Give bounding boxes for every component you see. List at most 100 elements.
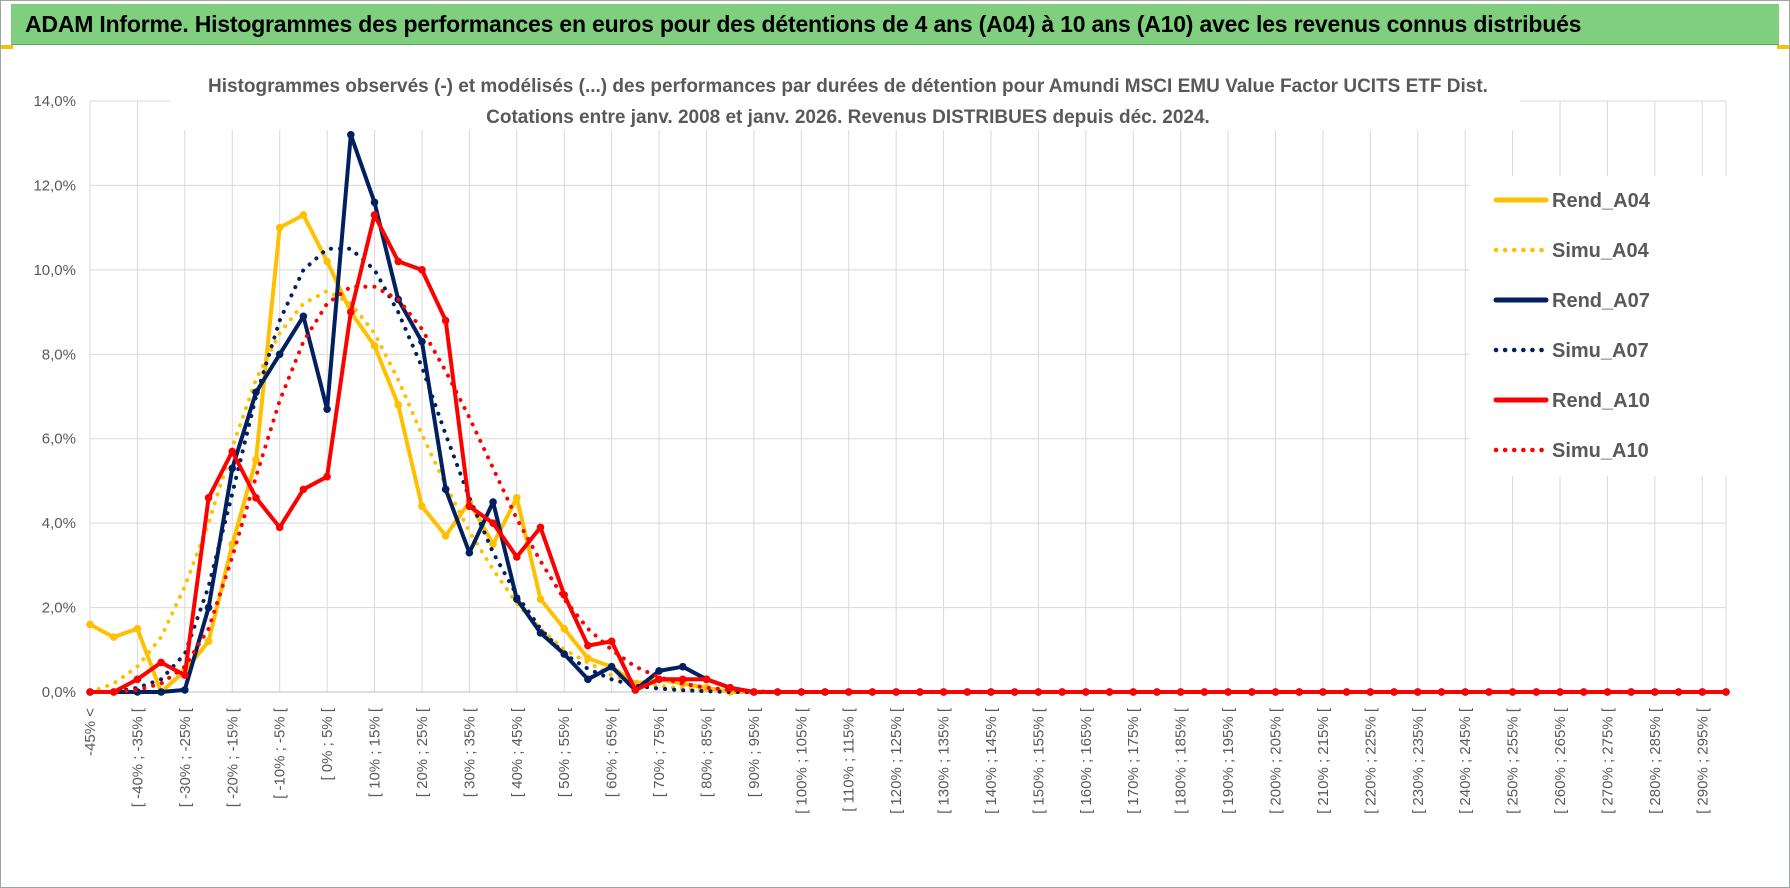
data-point-rend-a10 bbox=[1437, 688, 1446, 696]
x-tick-label: [ 30% ; 35% [ bbox=[461, 707, 478, 797]
series-line-simu-a10 bbox=[88, 284, 1728, 694]
data-point-rend-a10 bbox=[347, 308, 355, 316]
data-point-rend-a10 bbox=[228, 447, 237, 456]
data-point-rend-a04 bbox=[133, 624, 142, 633]
y-tick-label: 2,0% bbox=[42, 600, 76, 617]
x-tick-label: [ 0% ; 5% [ bbox=[319, 707, 336, 780]
data-point-rend-a10 bbox=[441, 316, 450, 325]
x-tick-label: [ 170% ; 175% [ bbox=[1125, 707, 1142, 814]
x-tick-label: [ 230% ; 235% [ bbox=[1410, 707, 1427, 814]
data-point-rend-a04 bbox=[512, 494, 521, 502]
data-point-rend-a10 bbox=[1010, 688, 1019, 696]
data-point-rend-a04 bbox=[86, 620, 94, 629]
data-point-rend-a10 bbox=[1627, 688, 1635, 696]
y-tick-label: 0,0% bbox=[42, 684, 76, 701]
x-tick-label: [ -20% ; -15% [ bbox=[224, 707, 241, 807]
data-point-rend-a10 bbox=[1508, 688, 1517, 696]
x-tick-label: [ -30% ; -25% [ bbox=[177, 707, 194, 807]
chart-title-block: Histogrammes observés (-) et modélisés (… bbox=[170, 66, 1520, 130]
chart-title: Histogrammes observés (-) et modélisés (… bbox=[208, 76, 1488, 97]
banner-corner-left bbox=[1, 45, 13, 49]
data-point-rend-a10 bbox=[1271, 688, 1280, 696]
data-point-rend-a10 bbox=[109, 688, 118, 696]
y-tick-label: 8,0% bbox=[42, 346, 76, 363]
data-point-rend-a10 bbox=[1200, 688, 1209, 696]
grid-layer bbox=[89, 100, 1727, 693]
x-tick-label: [ -40% ; -35% [ bbox=[129, 707, 146, 807]
x-tick-label: [ 200% ; 205% [ bbox=[1268, 707, 1285, 814]
data-point-rend-a10 bbox=[1390, 688, 1398, 696]
data-point-rend-a10 bbox=[1722, 688, 1730, 696]
data-point-rend-a07 bbox=[678, 662, 687, 671]
data-point-rend-a10 bbox=[1319, 688, 1327, 696]
data-point-rend-a10 bbox=[181, 671, 189, 679]
legend-label: Rend_A04 bbox=[1552, 190, 1651, 212]
data-point-rend-a04 bbox=[204, 637, 213, 646]
data-point-rend-a07 bbox=[536, 629, 545, 637]
data-point-rend-a10 bbox=[584, 641, 592, 650]
data-point-rend-a10 bbox=[275, 523, 284, 532]
data-point-rend-a07 bbox=[465, 548, 474, 557]
x-tick-label: [ 50% ; 55% [ bbox=[556, 707, 573, 797]
data-point-rend-a07 bbox=[181, 686, 189, 694]
x-tick-label: [ 130% ; 135% [ bbox=[936, 707, 953, 814]
data-point-rend-a10 bbox=[204, 494, 213, 502]
data-point-rend-a10 bbox=[678, 675, 687, 684]
data-point-rend-a07 bbox=[347, 130, 355, 139]
data-point-rend-a10 bbox=[892, 688, 900, 696]
data-point-rend-a10 bbox=[512, 553, 521, 561]
data-point-rend-a10 bbox=[1129, 688, 1138, 696]
x-tick-label: [ 250% ; 255% [ bbox=[1505, 707, 1522, 814]
y-tick-label: 4,0% bbox=[42, 515, 76, 532]
x-tick-label: [ 10% ; 15% [ bbox=[367, 707, 384, 797]
data-point-rend-a10 bbox=[157, 658, 165, 667]
data-point-rend-a07 bbox=[204, 603, 213, 612]
data-point-rend-a07 bbox=[418, 337, 426, 346]
data-point-rend-a07 bbox=[323, 405, 331, 413]
data-point-rend-a10 bbox=[1674, 688, 1683, 696]
data-point-rend-a04 bbox=[228, 540, 237, 549]
header-banner: ADAM Informe. Histogrammes des performan… bbox=[11, 4, 1779, 45]
x-tick-label: [ 210% ; 215% [ bbox=[1315, 707, 1332, 814]
x-tick-label: [ 270% ; 275% [ bbox=[1599, 707, 1616, 814]
x-tick-label: [ 20% ; 25% [ bbox=[414, 707, 431, 797]
x-tick-label: [ 160% ; 165% [ bbox=[1078, 707, 1095, 814]
x-axis-ticks: -45% < [ -40% ; -35% [[ -30% ; -25% [[ -2… bbox=[82, 707, 1711, 814]
x-tick-label: [ 110% ; 115% [ bbox=[841, 707, 858, 812]
data-point-rend-a07 bbox=[607, 662, 616, 671]
data-point-rend-a04 bbox=[394, 401, 403, 409]
title-background bbox=[170, 66, 1520, 130]
y-tick-label: 10,0% bbox=[33, 262, 76, 279]
x-tick-label: [ 240% ; 245% [ bbox=[1457, 707, 1474, 814]
data-point-rend-a10 bbox=[323, 472, 331, 481]
legend: Rend_A04 Simu_A04 Rend_A07 Simu_A07 Rend_A10… bbox=[1470, 176, 1730, 476]
x-tick-label: [ 120% ; 125% [ bbox=[888, 707, 905, 814]
x-tick-label: [ 60% ; 65% [ bbox=[604, 707, 621, 797]
legend-label: Rend_A10 bbox=[1552, 390, 1650, 412]
data-point-rend-a04 bbox=[275, 223, 284, 232]
data-point-rend-a04 bbox=[560, 624, 569, 633]
data-point-rend-a07 bbox=[157, 688, 165, 696]
data-point-rend-a04 bbox=[536, 595, 545, 603]
data-point-rend-a04 bbox=[370, 342, 379, 350]
data-point-rend-a04 bbox=[252, 456, 260, 464]
x-tick-label: [ 290% ; 295% [ bbox=[1694, 707, 1711, 814]
data-point-rend-a10 bbox=[1556, 688, 1564, 696]
x-tick-label: [ 90% ; 95% [ bbox=[746, 707, 763, 797]
data-point-rend-a10 bbox=[465, 502, 474, 511]
y-tick-label: 12,0% bbox=[33, 177, 76, 194]
legend-label: Rend_A07 bbox=[1552, 290, 1650, 312]
data-point-rend-a10 bbox=[394, 257, 403, 266]
data-point-rend-a07 bbox=[275, 350, 284, 359]
series-layer bbox=[86, 130, 1730, 696]
data-point-rend-a10 bbox=[655, 675, 663, 684]
data-point-rend-a07 bbox=[228, 464, 237, 473]
x-tick-label: [ 220% ; 225% [ bbox=[1362, 707, 1379, 814]
data-point-rend-a07 bbox=[655, 667, 663, 675]
data-point-rend-a10 bbox=[963, 688, 972, 696]
data-point-rend-a10 bbox=[1082, 688, 1090, 696]
data-point-rend-a10 bbox=[773, 688, 782, 696]
x-tick-label: [ 70% ; 75% [ bbox=[651, 707, 668, 797]
x-tick-label: [ 80% ; 85% [ bbox=[698, 707, 715, 797]
